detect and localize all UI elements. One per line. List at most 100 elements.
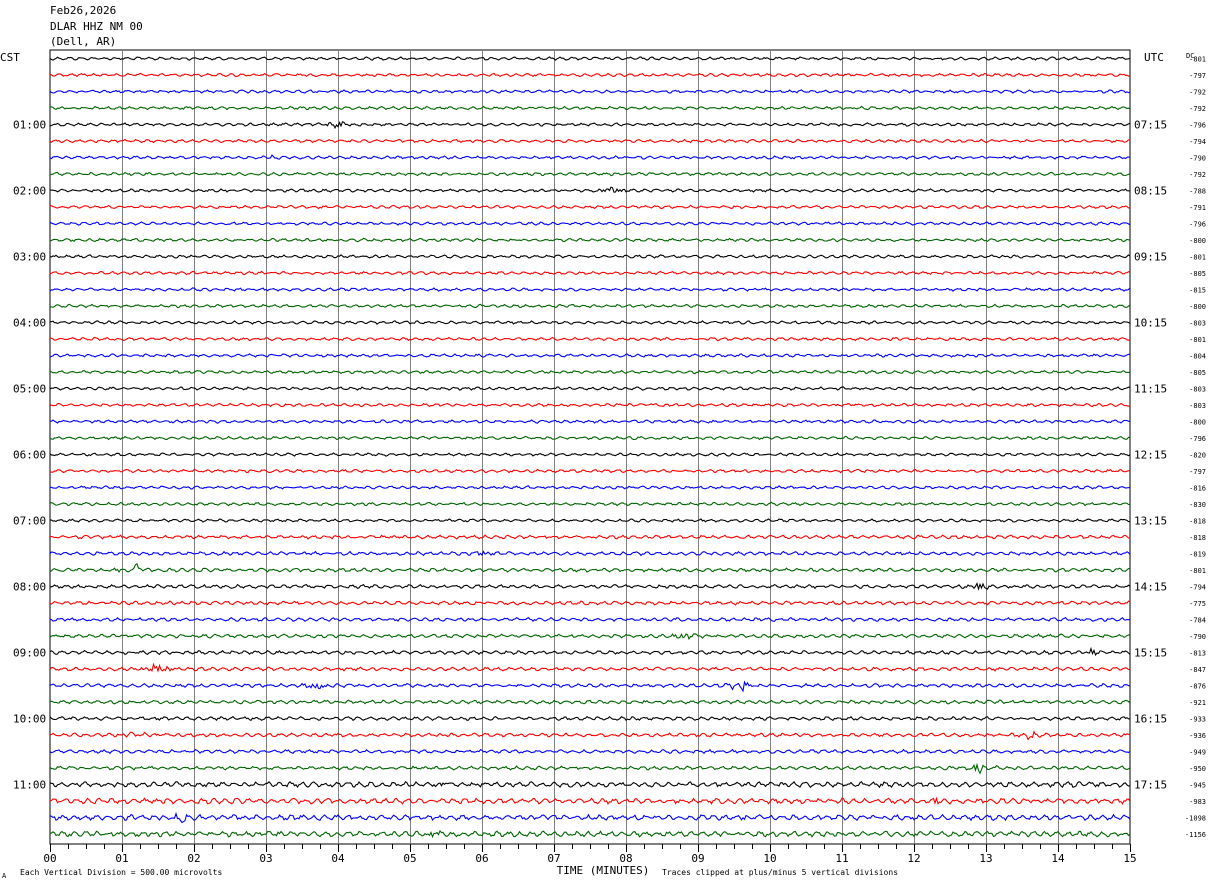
utc-hour-label: 12:15 — [1134, 449, 1167, 462]
dc-offset-label: -816 — [1189, 485, 1206, 493]
x-tick-label: 11 — [835, 852, 848, 865]
dc-offset-label: -790 — [1189, 633, 1206, 641]
dc-offset-label: -790 — [1189, 155, 1206, 163]
utc-label: UTC — [1144, 51, 1164, 64]
trace-line — [49, 419, 1131, 424]
dc-offset-label: -950 — [1189, 765, 1206, 773]
trace-line — [49, 171, 1131, 177]
dc-offset-label: -796 — [1189, 122, 1206, 130]
trace-line — [49, 287, 1131, 292]
cst-hour-label: 05:00 — [13, 383, 46, 396]
utc-hour-label: 16:15 — [1134, 713, 1167, 726]
trace-line — [49, 369, 1130, 375]
dc-offset-label: -983 — [1189, 798, 1206, 806]
x-axis-label: TIME (MINUTES) — [557, 864, 650, 877]
trace-layer — [49, 56, 1131, 839]
dc-offset-label: -791 — [1189, 204, 1206, 212]
x-tick-label: 13 — [979, 852, 992, 865]
trace-line — [49, 518, 1131, 523]
label-layer: 00 01 02 03 04 05 06 07 08 09 10 11 12 13 14 15 TIME (MI… — [0, 51, 1206, 880]
dc-offset-label: -1098 — [1185, 815, 1206, 823]
x-tick-label: 07 — [547, 852, 560, 865]
dc-offset-label: -800 — [1189, 237, 1206, 245]
trace-line — [49, 646, 1131, 657]
trace-line — [49, 582, 1131, 591]
dc-offset-label: -784 — [1189, 617, 1206, 625]
trace-line — [49, 237, 1131, 243]
utc-hour-label: 08:15 — [1134, 185, 1167, 198]
x-tick-label: 06 — [475, 852, 488, 865]
utc-hour-label: 10:15 — [1134, 317, 1167, 330]
trace-line — [49, 336, 1131, 342]
dc-offset-label: -805 — [1189, 270, 1206, 278]
trace-line — [49, 762, 1131, 775]
dc-header: DC — [1186, 52, 1194, 60]
trace-line — [50, 485, 1131, 490]
cst-hour-label: 08:00 — [13, 581, 46, 594]
trace-line — [49, 204, 1131, 210]
dc-offset-label: -792 — [1189, 89, 1206, 97]
x-tick-label: 00 — [43, 852, 56, 865]
trace-line — [49, 600, 1131, 606]
cst-hour-label: 01:00 — [13, 119, 46, 132]
cst-hour-label: 11:00 — [13, 779, 46, 792]
dc-offset-label: -820 — [1189, 452, 1206, 460]
dc-offset-label: -800 — [1189, 419, 1206, 427]
trace-line — [49, 680, 1131, 693]
dc-offset-label: -797 — [1189, 468, 1206, 476]
dc-offset-label: -792 — [1189, 105, 1206, 113]
corner-mark: A — [2, 872, 7, 880]
dc-offset-label: -792 — [1189, 171, 1206, 179]
trace-line — [49, 796, 1131, 805]
utc-hour-label: 15:15 — [1134, 647, 1167, 660]
trace-line — [49, 715, 1131, 722]
dc-offset-label: -830 — [1189, 501, 1206, 509]
trace-line — [49, 303, 1131, 309]
cst-hour-label: 03:00 — [13, 251, 46, 264]
trace-line — [49, 662, 1131, 673]
trace-line — [49, 72, 1131, 78]
x-tick-label: 10 — [763, 852, 776, 865]
dc-offset-label: -805 — [1189, 369, 1206, 377]
dc-offset-label: -801 — [1189, 567, 1206, 575]
dc-offset-label: -819 — [1189, 551, 1206, 559]
trace-line — [49, 633, 1131, 641]
trace-line — [49, 699, 1131, 705]
x-tick-label: 02 — [187, 852, 200, 865]
dc-offset-label: -803 — [1189, 320, 1206, 328]
trace-line — [49, 105, 1131, 111]
trace-line — [49, 353, 1131, 358]
dc-offset-label: -794 — [1189, 584, 1206, 592]
trace-line — [49, 748, 1131, 755]
dc-offset-label: -800 — [1189, 303, 1206, 311]
cst-hour-label: 07:00 — [13, 515, 46, 528]
cst-hour-label: 04:00 — [13, 317, 46, 330]
grid-layer — [49, 49, 1131, 852]
trace-line — [49, 138, 1131, 144]
station-label: DLAR HHZ NM 00 — [50, 20, 143, 33]
date-label: Feb26,2026 — [50, 4, 117, 17]
dc-offset-label: -936 — [1189, 732, 1206, 740]
trace-line — [49, 550, 1131, 557]
trace-line — [49, 830, 1131, 839]
dc-offset-label: -813 — [1189, 650, 1206, 658]
cst-hour-label: 10:00 — [13, 713, 46, 726]
utc-hour-label: 07:15 — [1134, 119, 1167, 132]
trace-line — [49, 402, 1131, 408]
scale-note: Each Vertical Division = 500.00 microvol… — [20, 868, 222, 877]
dc-offset-label: -847 — [1189, 666, 1206, 674]
trace-line — [49, 56, 1131, 61]
dc-offset-label: -801 — [1189, 336, 1206, 344]
utc-hour-label: 17:15 — [1134, 779, 1167, 792]
dc-offset-label: -796 — [1189, 221, 1206, 229]
dc-offset-label: -818 — [1189, 518, 1206, 526]
x-tick-label: 03 — [259, 852, 272, 865]
x-tick-label: 15 — [1123, 852, 1136, 865]
trace-line — [49, 154, 1131, 160]
trace-line — [49, 435, 1131, 441]
clip-note: Traces clipped at plus/minus 5 vertical … — [662, 868, 898, 877]
trace-line — [49, 534, 1131, 540]
trace-line — [49, 468, 1131, 474]
x-tick-label: 14 — [1051, 852, 1065, 865]
